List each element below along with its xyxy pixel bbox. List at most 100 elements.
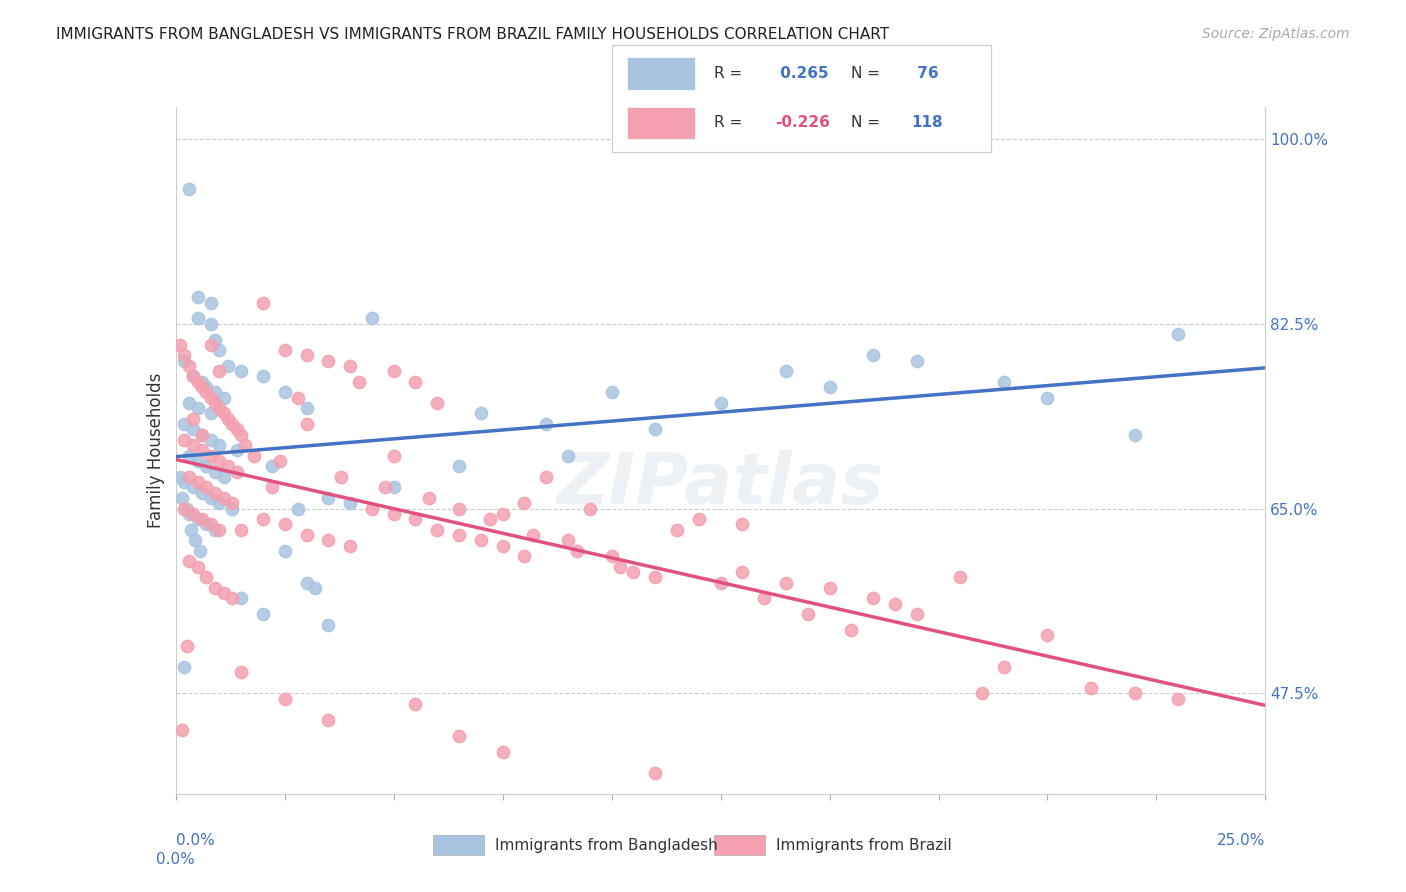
Point [177, 449, 200, 463]
Point [295, 417, 318, 431]
Point [600, 385, 623, 400]
Point [274, 544, 297, 558]
Point [361, 311, 384, 326]
Point [204, 523, 226, 537]
Text: ZIPatlas: ZIPatlas [557, 450, 884, 519]
Point [181, 411, 204, 425]
Point [221, 417, 243, 431]
Point [200, 338, 222, 352]
Point [1080, 681, 1102, 696]
Point [374, 480, 396, 494]
Point [212, 491, 235, 505]
Point [176, 639, 198, 653]
Point [1036, 391, 1059, 405]
Point [173, 660, 195, 674]
Point [173, 501, 195, 516]
Point [173, 417, 195, 431]
Point [191, 443, 214, 458]
Text: Immigrants from Brazil: Immigrants from Brazil [776, 838, 952, 853]
Point [212, 586, 235, 600]
Point [235, 438, 257, 452]
Point [177, 507, 200, 521]
Text: N =: N = [851, 115, 884, 130]
Point [318, 353, 340, 368]
Point [188, 544, 211, 558]
Point [231, 364, 253, 378]
Point [688, 512, 710, 526]
Point [260, 480, 283, 494]
Point [217, 359, 239, 373]
Point [269, 454, 291, 468]
Point [534, 470, 557, 484]
Point [274, 343, 297, 357]
Point [818, 380, 841, 394]
Point [339, 496, 361, 510]
Point [949, 570, 972, 584]
Point [295, 575, 318, 590]
Point [557, 449, 579, 463]
Point [710, 396, 733, 410]
Point [212, 470, 235, 484]
Point [274, 517, 297, 532]
Point [534, 417, 557, 431]
Point [492, 745, 515, 759]
Point [186, 401, 209, 416]
Point [177, 470, 200, 484]
Point [884, 597, 907, 611]
Point [181, 422, 204, 436]
Point [186, 559, 209, 574]
Point [993, 660, 1015, 674]
Point [217, 459, 239, 474]
Point [905, 607, 928, 622]
Point [252, 512, 274, 526]
Point [181, 480, 204, 494]
Point [173, 475, 195, 490]
Point [186, 512, 209, 526]
Point [295, 401, 318, 416]
Point [212, 391, 235, 405]
Point [405, 512, 427, 526]
Point [1167, 327, 1189, 342]
Point [231, 523, 253, 537]
Text: 76: 76 [911, 66, 938, 81]
Point [993, 375, 1015, 389]
Point [318, 533, 340, 548]
Point [382, 507, 405, 521]
Point [347, 375, 370, 389]
Point [180, 523, 202, 537]
Point [274, 691, 297, 706]
Point [186, 375, 209, 389]
Point [231, 591, 253, 606]
Point [172, 491, 194, 505]
Point [208, 454, 231, 468]
Point [644, 422, 666, 436]
Point [426, 523, 449, 537]
Point [221, 501, 243, 516]
Point [447, 501, 470, 516]
Point [169, 470, 191, 484]
Point [382, 364, 405, 378]
Point [862, 348, 884, 362]
Point [1036, 628, 1059, 642]
Point [208, 523, 231, 537]
Point [191, 427, 214, 442]
Point [470, 407, 492, 421]
Point [186, 454, 209, 468]
Point [405, 375, 427, 389]
Point [318, 713, 340, 727]
Text: R =: R = [714, 66, 747, 81]
Point [208, 438, 231, 452]
Point [200, 517, 222, 532]
Point [1123, 686, 1146, 700]
Point [295, 348, 318, 362]
Point [609, 559, 631, 574]
Point [200, 449, 222, 463]
Point [181, 438, 204, 452]
Point [169, 338, 191, 352]
Text: N =: N = [851, 66, 884, 81]
Point [184, 533, 207, 548]
Point [225, 443, 247, 458]
Point [252, 295, 274, 310]
Text: IMMIGRANTS FROM BANGLADESH VS IMMIGRANTS FROM BRAZIL FAMILY HOUSEHOLDS CORRELATI: IMMIGRANTS FROM BANGLADESH VS IMMIGRANTS… [56, 27, 890, 42]
Text: 25.0%: 25.0% [1218, 833, 1265, 847]
